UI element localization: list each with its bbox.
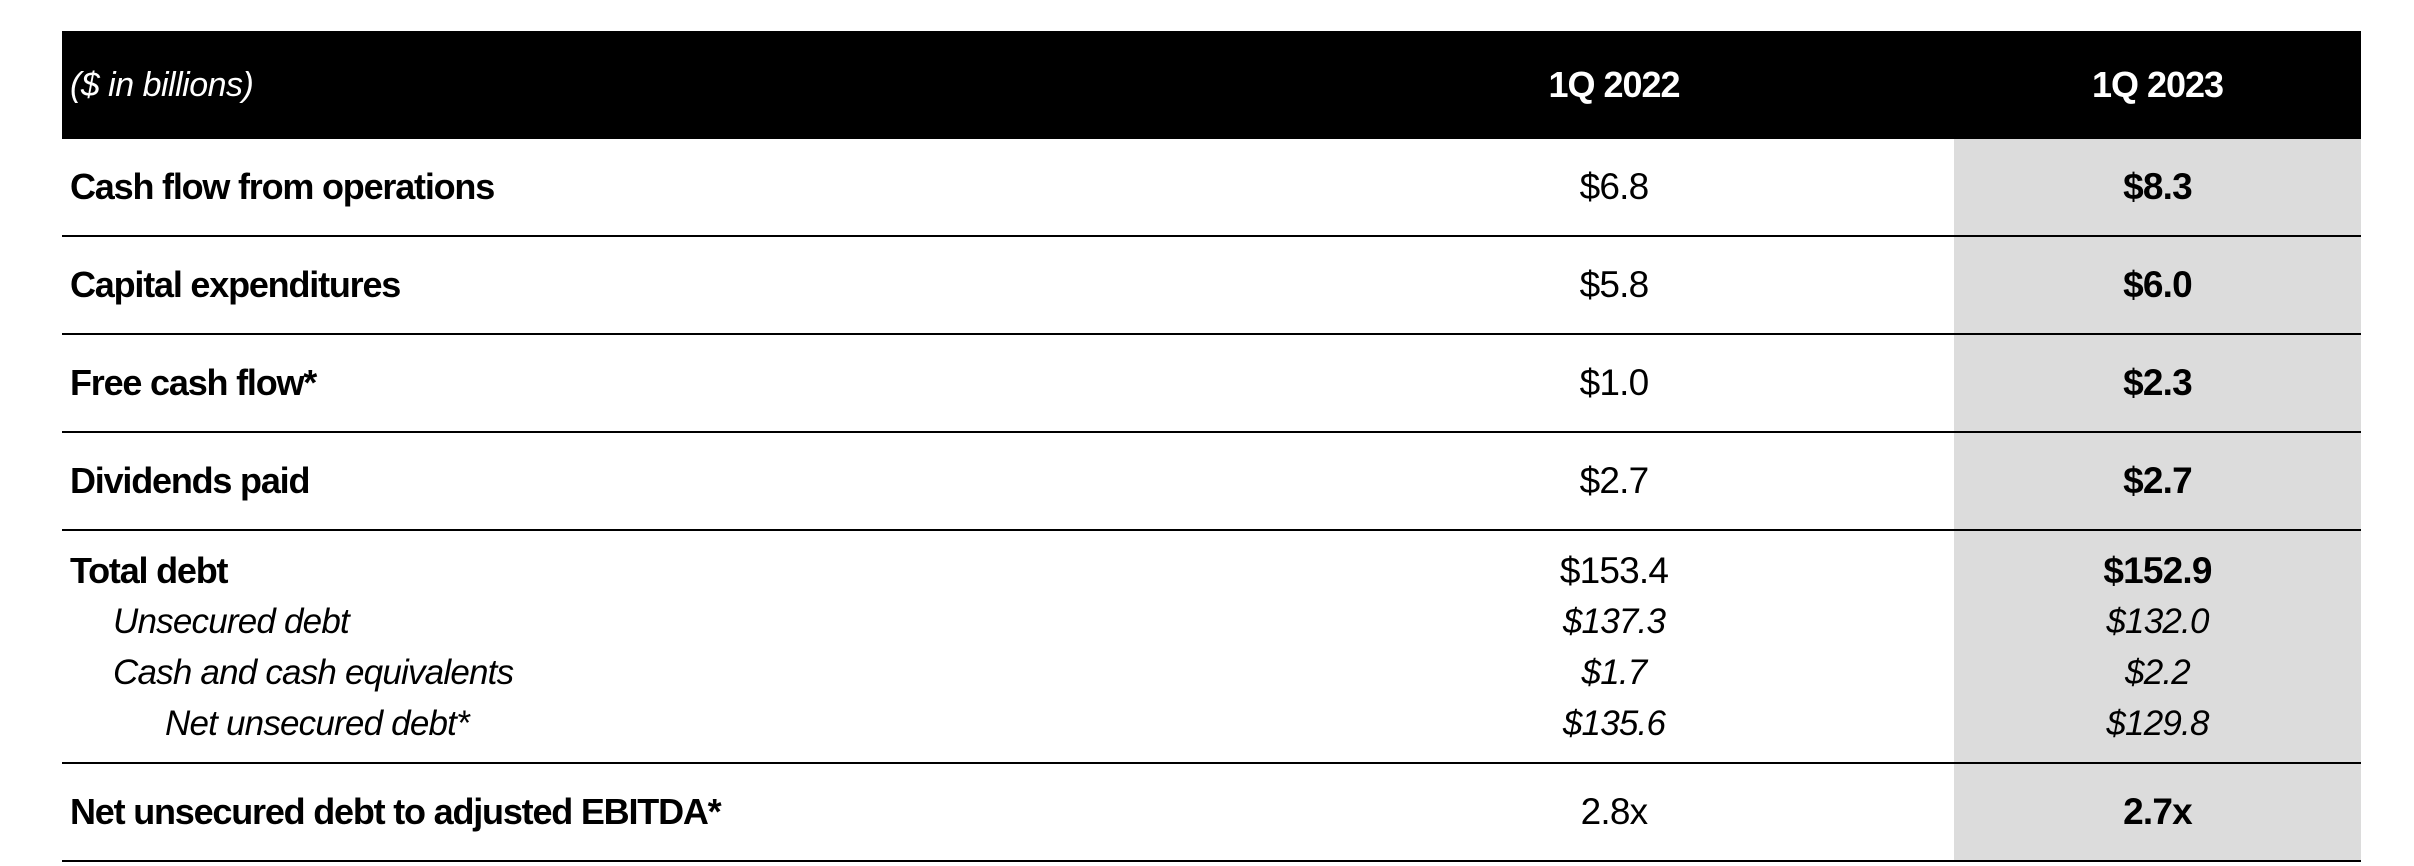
row-label: Cash flow from operations (70, 166, 495, 207)
value-1q2023-cell: $8.3 (1954, 139, 2361, 235)
row-label: Net unsecured debt to adjusted EBITDA* (70, 791, 722, 832)
cash-equivalents-1q2023: $2.2 (2125, 653, 2191, 692)
value-1q2023-cell: $2.3 (1954, 335, 2361, 431)
row-label-cell: Net unsecured debt to adjusted EBITDA* (62, 764, 1274, 860)
unsecured-debt-1q2022: $137.3 (1562, 602, 1666, 641)
value-1q2023: $6.0 (2123, 264, 2193, 305)
unsecured-debt-label: Unsecured debt (113, 602, 350, 641)
value-1q2022-cell: $6.8 (1274, 139, 1954, 235)
row-label-cell: Capital expenditures (62, 237, 1274, 333)
value-1q2022: $5.8 (1579, 264, 1650, 305)
value-1q2022-cell: $1.0 (1274, 335, 1954, 431)
debt-labels-cell: Total debt Unsecured debt Cash and cash … (62, 531, 1274, 762)
value-1q2023: $2.7 (2123, 460, 2193, 501)
net-unsecured-debt-1q2023: $129.8 (2106, 704, 2209, 743)
cash-equivalents-label: Cash and cash equivalents (113, 653, 514, 692)
header-1q2022-cell: 1Q 2022 (1274, 31, 1954, 139)
table-row-free-cash-flow: Free cash flow* $1.0 $2.3 (62, 335, 2361, 433)
table-row-net-unsecured-debt-to-ebitda: Net unsecured debt to adjusted EBITDA* 2… (62, 764, 2361, 862)
row-label: Dividends paid (70, 460, 310, 501)
total-debt-1q2023: $152.9 (2103, 550, 2212, 591)
row-label-cell: Dividends paid (62, 433, 1274, 529)
value-1q2022-cell: $2.7 (1274, 433, 1954, 529)
value-1q2022: $6.8 (1579, 166, 1650, 207)
header-1q2023-cell: 1Q 2023 (1954, 31, 2361, 139)
row-label-cell: Free cash flow* (62, 335, 1274, 431)
row-label-cell: Cash flow from operations (62, 139, 1274, 235)
value-1q2023: $2.3 (2123, 362, 2193, 403)
value-1q2023: $8.3 (2123, 166, 2193, 207)
total-debt-label: Total debt (70, 550, 229, 591)
cash-equivalents-1q2022: $1.7 (1581, 653, 1648, 692)
value-1q2022-cell: $5.8 (1274, 237, 1954, 333)
row-label: Capital expenditures (70, 264, 401, 305)
units-label: ($ in billions) (70, 65, 254, 104)
row-label: Free cash flow* (70, 362, 317, 403)
net-unsecured-debt-1q2022: $135.6 (1562, 704, 1666, 743)
column-header-1q2022: 1Q 2022 (1548, 64, 1680, 105)
value-1q2023: 2.7x (2123, 791, 2193, 832)
value-1q2023-cell: $6.0 (1954, 237, 2361, 333)
value-1q2023-cell: 2.7x (1954, 764, 2361, 860)
table-row-total-debt: Total debt Unsecured debt Cash and cash … (62, 531, 2361, 764)
value-1q2022-cell: 2.8x (1274, 764, 1954, 860)
table-header: ($ in billions) 1Q 2022 1Q 2023 (62, 31, 2361, 139)
table-row-dividends-paid: Dividends paid $2.7 $2.7 (62, 433, 2361, 531)
debt-values-1q2023-cell: $152.9 $132.0 $2.2 $129.8 (1954, 531, 2361, 762)
table-row-cash-flow-from-operations: Cash flow from operations $6.8 $8.3 (62, 139, 2361, 237)
value-1q2022: $1.0 (1579, 362, 1650, 403)
value-1q2022: 2.8x (1580, 791, 1649, 832)
total-debt-1q2022: $153.4 (1559, 550, 1669, 591)
debt-values-1q2022-cell: $153.4 $137.3 $1.7 $135.6 (1274, 531, 1954, 762)
net-unsecured-debt-label: Net unsecured debt* (165, 704, 470, 743)
value-1q2022: $2.7 (1579, 460, 1650, 501)
financial-summary-table: ($ in billions) 1Q 2022 1Q 2023 Cash flo… (62, 31, 2361, 862)
header-units-cell: ($ in billions) (62, 31, 1274, 139)
table-row-capital-expenditures: Capital expenditures $5.8 $6.0 (62, 237, 2361, 335)
column-header-1q2023: 1Q 2023 (2091, 64, 2224, 105)
value-1q2023-cell: $2.7 (1954, 433, 2361, 529)
unsecured-debt-1q2023: $132.0 (2106, 602, 2209, 641)
